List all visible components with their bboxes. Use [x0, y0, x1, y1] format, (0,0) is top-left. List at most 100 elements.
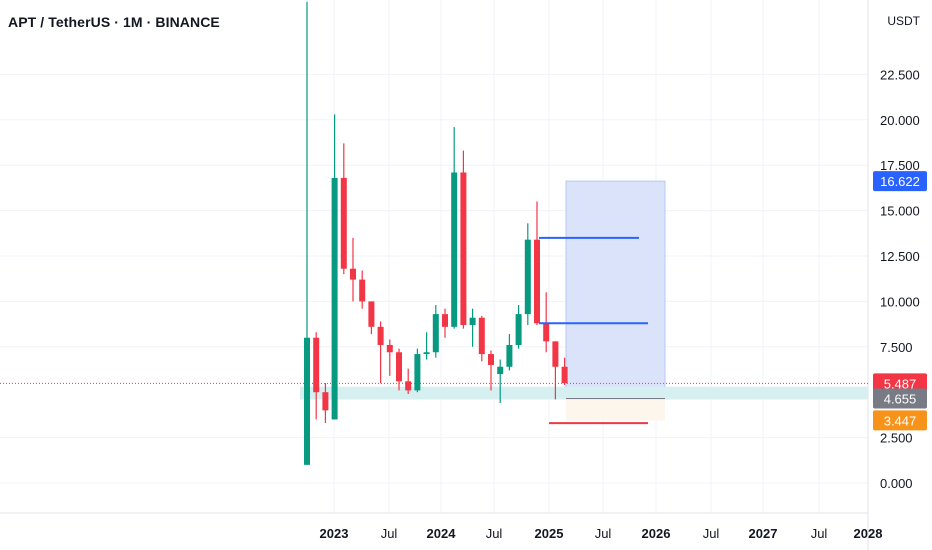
candle-body	[552, 341, 559, 367]
x-tick-label: Jul	[703, 526, 720, 541]
candle	[405, 368, 412, 395]
candle-body	[423, 352, 430, 355]
candle	[304, 1, 310, 465]
candle	[515, 305, 522, 349]
x-tick-label: 2024	[427, 526, 457, 541]
target-zone	[565, 180, 666, 399]
candle	[460, 150, 467, 329]
candle-body	[506, 344, 513, 367]
candle-body	[377, 326, 384, 345]
y-tick-label: 22.500	[880, 67, 920, 82]
x-axis[interactable]: 2023 Jul 2024 Jul 2025 Jul 2026 Jul 2027 Jul 2028	[320, 526, 883, 541]
candle	[432, 305, 439, 358]
drawing-zones	[0, 180, 868, 421]
y-tick-label: 12.500	[880, 249, 920, 264]
price-label-box	[873, 373, 927, 394]
price-label: 4.655	[873, 388, 927, 409]
price-label-box	[873, 388, 927, 409]
candle-body	[451, 172, 458, 327]
x-tick-label: 2023	[320, 526, 349, 541]
candle-body	[534, 239, 540, 324]
candle	[451, 127, 458, 329]
candle	[442, 308, 448, 338]
candle	[350, 237, 356, 302]
candle-body	[368, 301, 375, 327]
x-tick-label: Jul	[381, 526, 398, 541]
x-tick-label: Jul	[486, 526, 503, 541]
x-tick-label: 2025	[535, 526, 564, 541]
candle	[386, 339, 393, 376]
candle-body	[313, 337, 320, 393]
candle-body	[442, 314, 448, 327]
candle	[488, 350, 494, 391]
candle-body	[331, 177, 338, 420]
candle	[322, 383, 329, 424]
candle	[377, 321, 384, 384]
y-axis[interactable]: 0.000 2.500 7.500 10.000 12.500 15.000 17.500 2…	[880, 67, 920, 491]
price-label-box	[873, 171, 927, 192]
candle	[340, 143, 347, 275]
price-label-text: 16.622	[880, 174, 920, 189]
y-tick-label: 15.000	[880, 204, 920, 219]
y-tick-label: 0.000	[880, 476, 913, 491]
candle-body	[405, 381, 412, 391]
candle	[497, 359, 504, 404]
candle	[368, 301, 375, 335]
candle-body	[515, 314, 522, 345]
candle	[552, 341, 559, 400]
price-label-box	[873, 410, 927, 431]
candle-body	[543, 323, 550, 342]
x-tick-label: Jul	[595, 526, 612, 541]
candle-body	[386, 344, 393, 353]
candle-body	[478, 317, 485, 355]
price-label-text: 3.447	[884, 413, 917, 428]
candle	[414, 348, 421, 393]
drawing-lines	[539, 236, 648, 425]
stop-zone	[566, 398, 665, 421]
candle-body	[396, 352, 402, 382]
candle-body	[350, 268, 356, 280]
candle-body	[488, 354, 494, 365]
y-tick-label: 2.500	[880, 431, 913, 446]
x-tick-label: 2027	[749, 526, 778, 541]
y-tick-label: 10.000	[880, 294, 920, 309]
candle	[396, 348, 402, 391]
candle-body	[469, 317, 476, 326]
candle-body	[414, 354, 421, 391]
candle	[561, 357, 568, 385]
candle-body	[340, 177, 347, 269]
candles-group	[304, 1, 568, 465]
candle-body	[561, 366, 568, 384]
candle-body	[322, 392, 329, 411]
candle	[506, 334, 513, 371]
candle-body	[359, 279, 366, 302]
price-label: 5.487	[873, 373, 927, 394]
grid-lines	[0, 0, 869, 550]
candle	[331, 114, 338, 420]
y-tick-label: 20.000	[880, 113, 920, 128]
price-label-text: 4.655	[884, 391, 917, 406]
price-label: 3.447	[873, 410, 927, 431]
candle	[534, 201, 540, 326]
candle-body	[460, 172, 467, 326]
x-tick-label: 2028	[854, 526, 883, 541]
y-tick-label: 7.500	[880, 340, 913, 355]
y-tick-label: 17.500	[880, 158, 920, 173]
candle	[524, 223, 531, 326]
symbol-title[interactable]: APT / TetherUS · 1M · BINANCE	[8, 14, 220, 30]
candle	[478, 315, 485, 362]
candle	[469, 308, 476, 347]
x-tick-label: 2026	[642, 526, 671, 541]
candle	[313, 332, 320, 420]
candle-body	[524, 239, 531, 315]
price-label-text: 5.487	[884, 376, 917, 391]
x-tick-label: Jul	[811, 526, 828, 541]
support-band	[300, 386, 868, 400]
price-label: 16.622	[873, 171, 927, 192]
candle-body	[497, 366, 504, 375]
candle-body	[432, 314, 439, 353]
currency-label[interactable]: USDT	[887, 14, 920, 28]
